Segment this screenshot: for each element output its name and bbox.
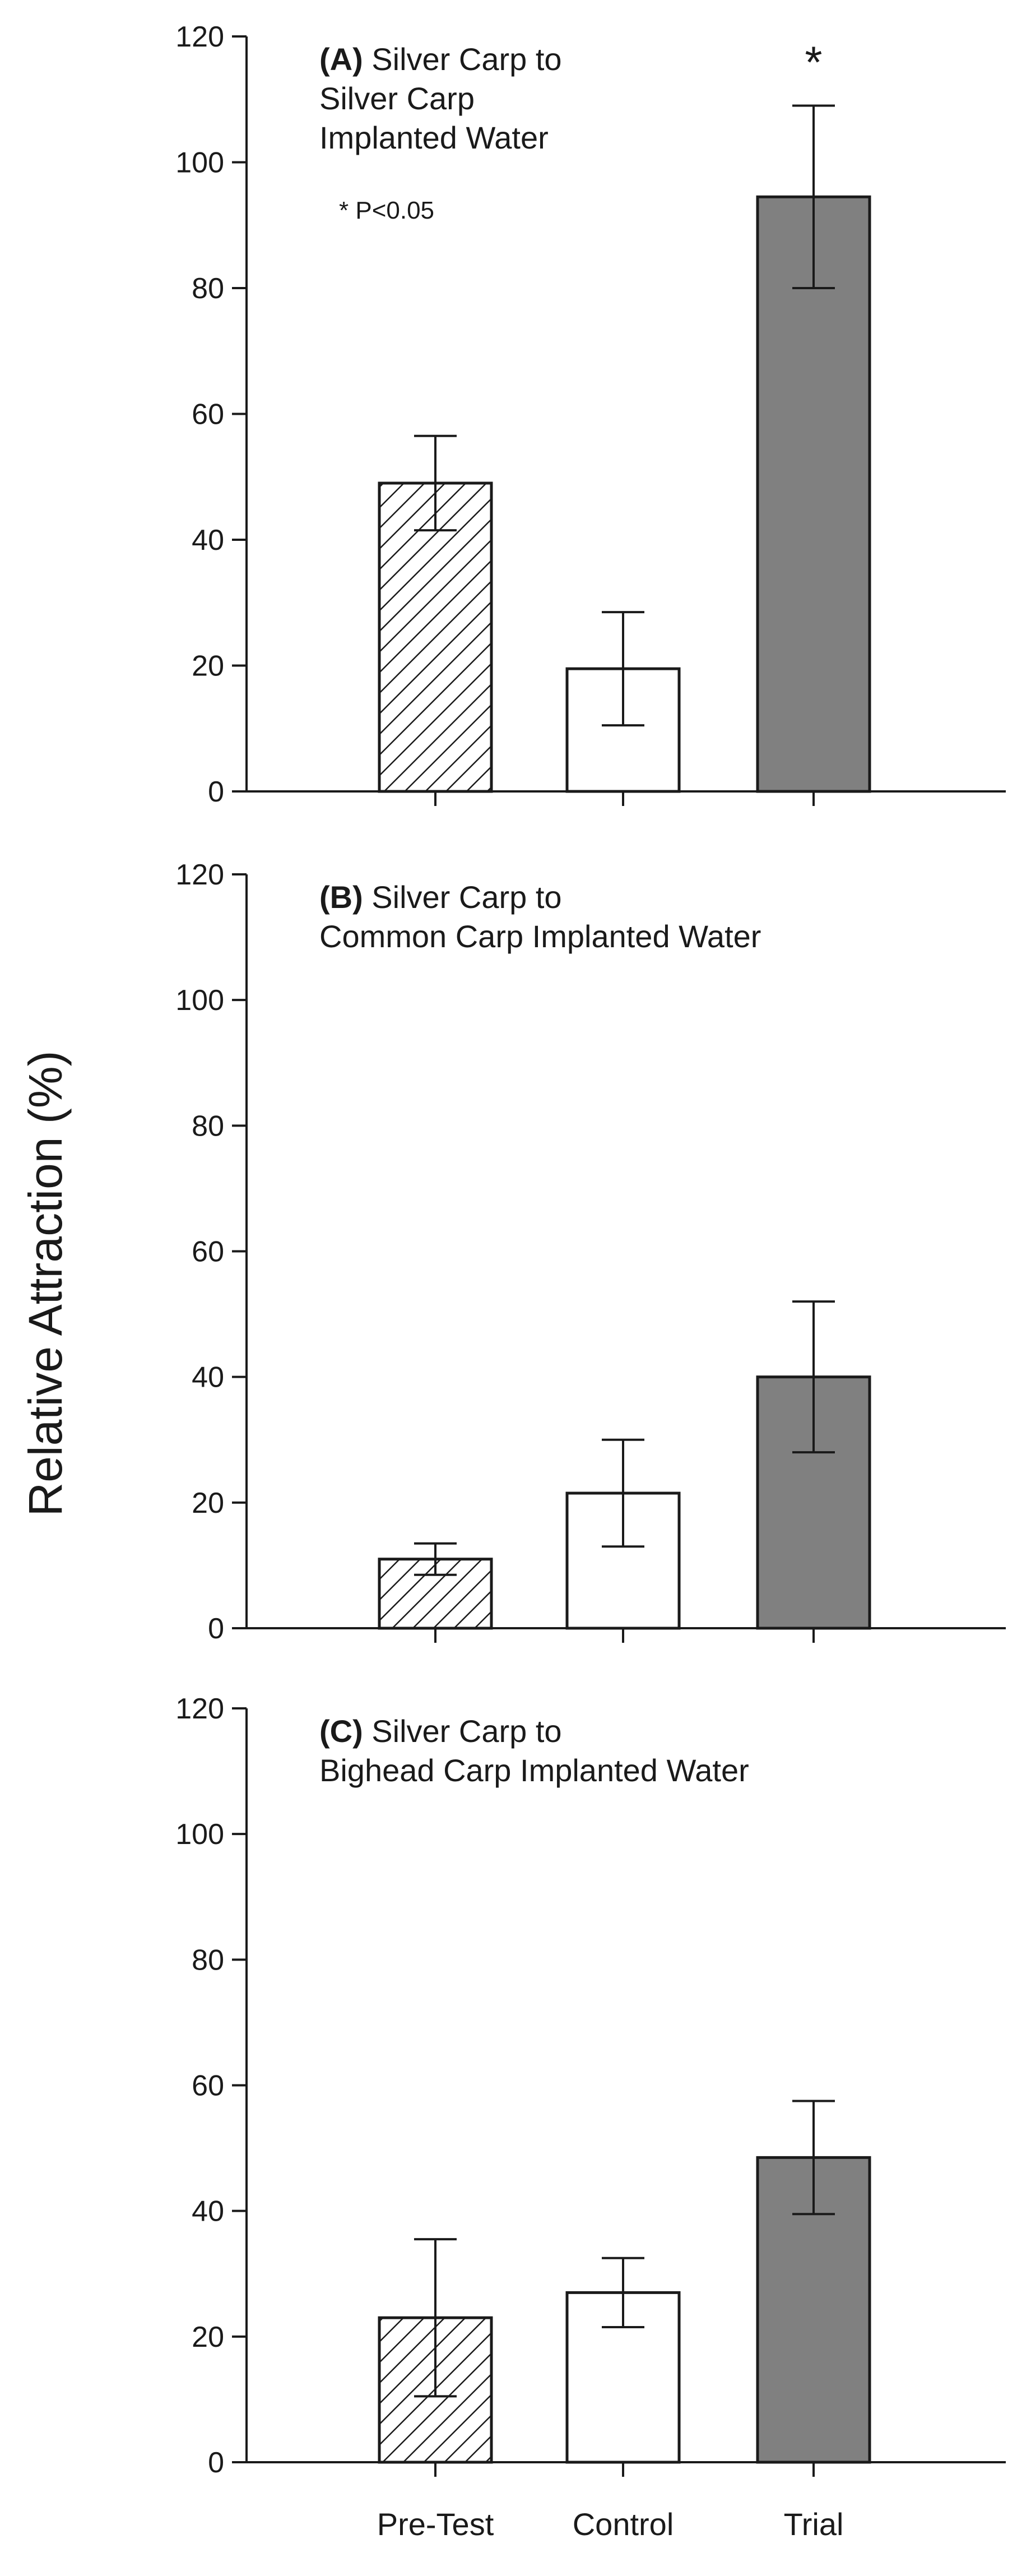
y-tick-label: 0	[208, 776, 224, 808]
panel-title-line: Common Carp Implanted Water	[319, 919, 761, 954]
y-tick-label: 120	[175, 21, 224, 53]
bar-pretest	[378, 481, 493, 793]
panel-title-text: Silver Carp to	[371, 41, 561, 77]
significance-note: * P<0.05	[339, 197, 434, 224]
y-tick-label: 20	[192, 2321, 224, 2353]
panel-title-line: Silver Carp	[319, 81, 475, 116]
y-tick-label: 40	[192, 524, 224, 557]
y-tick-label: 20	[192, 1487, 224, 1519]
y-tick-label: 80	[192, 1110, 224, 1142]
y-tick-label: 100	[175, 1818, 224, 1851]
panel-c: 0 20 40 60 80 100 120 (C) Silver Carp to Bighead…	[175, 1693, 1006, 2542]
panel-title-line: (B) Silver Carp to	[319, 879, 562, 915]
significance-marker: *	[805, 37, 822, 87]
panel-title-text: Silver Carp to	[371, 879, 561, 915]
x-category-label: Control	[573, 2506, 674, 2542]
y-tick-label: 20	[192, 650, 224, 683]
y-tick-label: 80	[192, 272, 224, 305]
y-tick-label: 60	[192, 2070, 224, 2102]
panel-title-line: Implanted Water	[319, 120, 549, 155]
y-tick-label: 60	[192, 399, 224, 431]
y-tick-label: 100	[175, 147, 224, 179]
panel-title-line: (A) Silver Carp to	[319, 41, 562, 77]
y-tick-label: 60	[192, 1236, 224, 1268]
y-tick-label: 100	[175, 984, 224, 1017]
y-tick-label: 40	[192, 1361, 224, 1394]
panel-title-line: Bighead Carp Implanted Water	[319, 1753, 749, 1788]
x-category-label: Pre-Test	[377, 2506, 494, 2542]
panel-letter: (B)	[319, 879, 371, 915]
panel-title-line: (C) Silver Carp to	[319, 1713, 562, 1749]
y-tick-label: 120	[175, 1693, 224, 1725]
panel-letter: (C)	[319, 1713, 371, 1749]
y-tick-label: 80	[192, 1944, 224, 1976]
panel-letter: (A)	[319, 41, 371, 77]
y-tick-label: 40	[192, 2195, 224, 2228]
x-category-label: Trial	[784, 2506, 844, 2542]
y-axis-label: Relative Attraction (%)	[19, 1051, 72, 1517]
y-tick-label: 0	[208, 2447, 224, 2479]
y-tick-label: 120	[175, 859, 224, 891]
panel-title-text: Silver Carp to	[371, 1713, 561, 1749]
panel-b: 0 20 40 60 80 100 120 (B) Silver Carp to Common …	[175, 859, 1006, 1645]
y-tick-label: 0	[208, 1613, 224, 1645]
